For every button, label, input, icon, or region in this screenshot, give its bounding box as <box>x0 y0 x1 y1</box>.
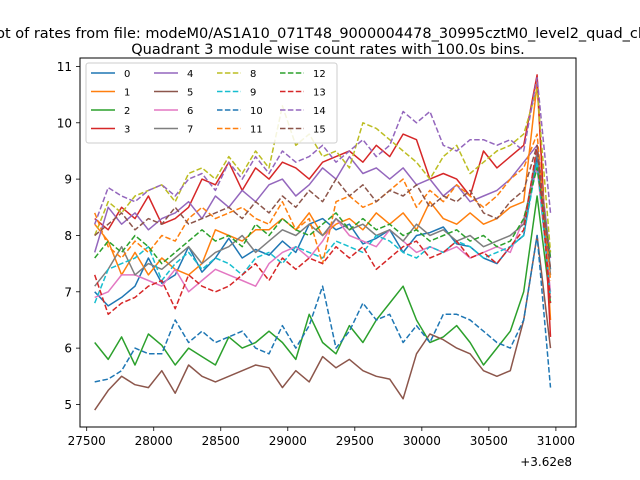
series-line-15 <box>94 144 552 270</box>
legend-label-4: 4 <box>187 69 193 80</box>
x-tick-label: 28500 <box>202 434 240 448</box>
legend-box <box>85 62 338 144</box>
y-tick-label: 10 <box>57 116 72 130</box>
y-tick-label: 7 <box>64 285 72 299</box>
x-tick-label: 30500 <box>470 434 508 448</box>
chart-title: Quadrant 3 module wise count rates with … <box>131 42 525 58</box>
legend-label-5: 5 <box>187 88 193 99</box>
legend-label-3: 3 <box>124 125 130 136</box>
legend-label-0: 0 <box>124 69 130 80</box>
axes-frame <box>79 57 577 428</box>
x-axis-ticks: 27500 28000 28500 29000 29500 30000 30500 31000 <box>68 427 575 448</box>
legend-label-11: 11 <box>250 125 263 136</box>
legend-label-9: 9 <box>250 88 256 99</box>
y-tick-label: 11 <box>57 60 72 74</box>
series-line-5 <box>94 234 552 411</box>
x-offset-label: +3.62e8 <box>520 455 572 469</box>
series-line-8 <box>94 88 552 253</box>
x-tick-label: 31000 <box>537 434 575 448</box>
legend-label-2: 2 <box>124 106 130 117</box>
legend-label-14: 14 <box>313 106 326 117</box>
series-line-14 <box>93 76 552 225</box>
series-line-9 <box>94 161 552 304</box>
legend-label-1: 1 <box>124 88 130 99</box>
series-line-2 <box>94 195 552 366</box>
figure-suptitle: Plot of rates from file: modeM0/AS1A10_0… <box>0 26 640 42</box>
series-line-12 <box>94 167 552 265</box>
x-tick-label: 28000 <box>135 434 173 448</box>
y-tick-label: 5 <box>64 398 72 412</box>
series-line-13 <box>93 144 552 316</box>
legend-label-7: 7 <box>187 125 193 136</box>
legend-label-8: 8 <box>250 69 256 80</box>
x-tick-label: 27500 <box>68 434 106 448</box>
x-tick-label: 29000 <box>269 434 307 448</box>
legend-label-15: 15 <box>313 125 326 136</box>
series-line-10 <box>94 234 552 388</box>
x-tick-label: 30000 <box>403 434 441 448</box>
y-axis-ticks: 5 6 7 8 9 10 11 <box>57 60 80 412</box>
legend-label-10: 10 <box>250 106 263 117</box>
legend-label-13: 13 <box>313 88 326 99</box>
legend-label-12: 12 <box>313 69 326 80</box>
legend-label-6: 6 <box>187 106 193 117</box>
y-tick-label: 8 <box>64 229 72 243</box>
series-lines <box>93 74 552 411</box>
y-tick-label: 6 <box>64 342 72 356</box>
series-line-3 <box>94 74 552 337</box>
x-tick-label: 29500 <box>336 434 374 448</box>
y-tick-label: 9 <box>64 173 72 187</box>
